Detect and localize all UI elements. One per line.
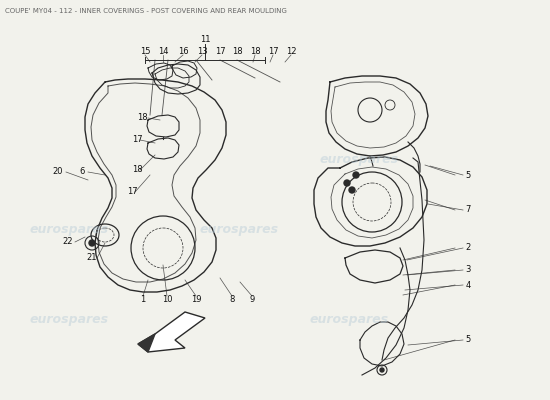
Text: 11: 11 (200, 36, 210, 44)
Text: 20: 20 (53, 168, 63, 176)
Text: eurospares: eurospares (30, 224, 109, 236)
Text: 4: 4 (465, 280, 471, 290)
Text: 17: 17 (131, 136, 142, 144)
Text: 10: 10 (162, 296, 172, 304)
Text: 18: 18 (131, 166, 142, 174)
Text: 7: 7 (465, 206, 471, 214)
Polygon shape (138, 312, 205, 352)
Text: 17: 17 (268, 48, 278, 56)
Text: 1: 1 (140, 296, 146, 304)
Text: 3: 3 (465, 266, 471, 274)
Text: 13: 13 (197, 48, 207, 56)
Text: eurospares: eurospares (30, 314, 109, 326)
Text: 22: 22 (63, 238, 73, 246)
Text: 21: 21 (87, 254, 97, 262)
Text: 17: 17 (214, 48, 225, 56)
Text: 2: 2 (465, 244, 471, 252)
Text: 14: 14 (158, 48, 168, 56)
Text: 18: 18 (232, 48, 243, 56)
Circle shape (353, 172, 359, 178)
Text: 18: 18 (250, 48, 260, 56)
Text: 8: 8 (229, 296, 235, 304)
Text: 12: 12 (286, 48, 296, 56)
Text: 17: 17 (126, 188, 138, 196)
Text: 5: 5 (465, 170, 471, 180)
Text: 5: 5 (465, 336, 471, 344)
Text: 6: 6 (79, 168, 85, 176)
Polygon shape (138, 334, 155, 352)
Text: COUPE' MY04 - 112 - INNER COVERINGS - POST COVERING AND REAR MOULDING: COUPE' MY04 - 112 - INNER COVERINGS - PO… (5, 8, 287, 14)
Text: 16: 16 (178, 48, 188, 56)
Circle shape (349, 187, 355, 193)
Text: eurospares: eurospares (320, 154, 399, 166)
Text: 9: 9 (249, 296, 255, 304)
Circle shape (380, 368, 384, 372)
Text: eurospares: eurospares (200, 224, 279, 236)
Text: eurospares: eurospares (310, 314, 389, 326)
Text: 19: 19 (191, 296, 201, 304)
Circle shape (89, 240, 95, 246)
Text: 18: 18 (137, 114, 147, 122)
Circle shape (344, 180, 350, 186)
Text: 15: 15 (140, 48, 150, 56)
